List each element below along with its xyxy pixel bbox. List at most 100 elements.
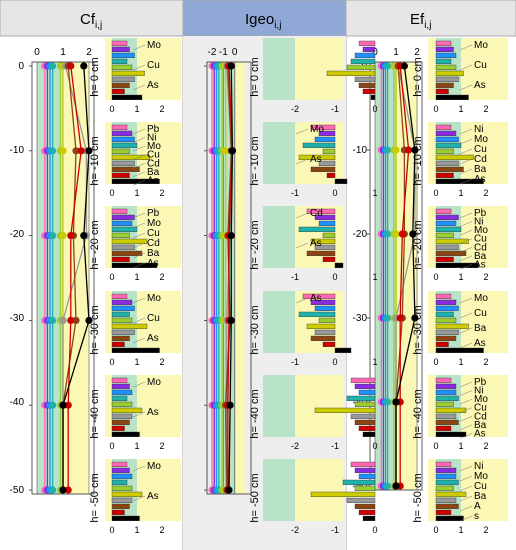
inset-tick-label: -1	[291, 357, 299, 367]
series-point	[227, 232, 235, 240]
x-tick-label: -1	[219, 47, 228, 58]
element-leader	[459, 475, 473, 482]
inset-tick-label: 0	[332, 188, 337, 198]
depth-label: h= -10 cm	[89, 136, 101, 185]
series-point	[228, 147, 236, 155]
element-leader	[459, 238, 473, 244]
inset-tick-label: 0	[109, 188, 114, 198]
inset-tick-label: 2	[483, 188, 488, 198]
inset-bar	[350, 377, 376, 384]
element-leader	[459, 247, 473, 253]
element-leader	[132, 180, 146, 186]
inset-bar	[111, 323, 148, 330]
inset-bar	[435, 413, 457, 420]
inset-bar	[298, 311, 336, 318]
series-point	[67, 232, 75, 240]
element-label: Cu	[474, 144, 487, 155]
inset-bar	[358, 40, 376, 47]
element-leader	[132, 495, 146, 502]
element-leader	[459, 495, 473, 502]
inset-bar	[435, 262, 479, 269]
element-leader	[459, 229, 473, 236]
inset-bar	[358, 82, 376, 89]
element-leader	[132, 465, 146, 472]
element-label: Mo	[474, 293, 488, 304]
inset-tick-label: 1	[458, 104, 463, 114]
inset-bar	[435, 329, 459, 336]
x-tick-label: 0	[232, 47, 238, 58]
element-label: Cu	[474, 234, 487, 245]
inset-bar	[435, 299, 457, 306]
inset-bar	[435, 311, 454, 318]
inset-tick-label: 2	[483, 525, 488, 535]
depth-label: h= -40 cm	[412, 389, 424, 438]
inset-tick-label: 1	[458, 525, 463, 535]
inset-bar	[435, 341, 449, 348]
inset-bar	[435, 419, 459, 426]
element-leader	[459, 433, 473, 439]
element-leader	[295, 242, 309, 249]
series-point	[384, 482, 392, 490]
depth-label: h= -10 cm	[412, 136, 424, 185]
inset-bar	[310, 491, 376, 498]
element-leader	[459, 390, 473, 396]
inset-bar	[435, 503, 459, 510]
element-leader	[132, 317, 146, 324]
depth-tick-label: -10	[10, 145, 25, 156]
element-label: Mo	[474, 225, 488, 236]
plot-frame	[206, 61, 252, 495]
inset-bar	[435, 479, 459, 486]
element-leader	[459, 505, 473, 512]
inset-tick-label: 1	[458, 441, 463, 451]
series-point	[59, 232, 67, 240]
x-tick-label: 1	[393, 47, 399, 58]
element-leader	[132, 337, 146, 344]
inset-bar	[435, 461, 452, 468]
inset-tick-label: 2	[159, 104, 164, 114]
inset-bar	[111, 407, 143, 414]
inset-bar	[354, 503, 376, 510]
inset-bar	[435, 130, 457, 137]
inset-tick-label: 1	[372, 272, 377, 282]
inset-bar	[310, 335, 336, 342]
element-leader	[132, 163, 146, 169]
inset-bar	[111, 70, 145, 77]
inset-bar	[435, 166, 464, 173]
element-leader	[132, 381, 146, 388]
element-leader	[459, 44, 473, 51]
inset-bar	[358, 389, 376, 396]
inset-bar	[111, 244, 135, 251]
depth-label: h= -50 cm	[249, 473, 261, 522]
inset-tick-label: 1	[134, 272, 139, 282]
element-leader	[295, 158, 309, 165]
inset-bar	[435, 256, 454, 263]
inset-bar	[435, 88, 449, 95]
inset-bar	[354, 401, 376, 408]
element-leader	[132, 222, 146, 229]
inset-bar	[350, 413, 376, 420]
inset-bar	[314, 244, 336, 251]
element-label: Mo	[147, 293, 161, 304]
inset-tick-label: -1	[291, 188, 299, 198]
inset-bar	[310, 124, 336, 131]
inset-bar	[435, 323, 469, 330]
inset-bar	[435, 70, 464, 77]
inset-bar	[306, 250, 336, 257]
element-leader	[459, 485, 473, 492]
element-label: Ba	[474, 164, 487, 175]
element-label: Cu	[147, 150, 160, 161]
series-point	[49, 316, 57, 324]
inset-tick-label: 1	[458, 357, 463, 367]
inset-bar	[111, 82, 130, 89]
inset-tick-label: 2	[159, 441, 164, 451]
element-leader	[132, 44, 146, 51]
depth-tick-labels-cf: 0 -10 -20 -30 -40 -50	[10, 61, 25, 496]
inset-bar	[111, 142, 138, 149]
depth-label: h= -40 cm	[249, 389, 261, 438]
inset-tick-label: 2	[159, 272, 164, 282]
inset-bar	[111, 461, 128, 468]
series-point	[49, 486, 57, 494]
inset-bar	[111, 250, 143, 257]
inset-bar	[302, 293, 336, 300]
series-point	[409, 230, 417, 238]
